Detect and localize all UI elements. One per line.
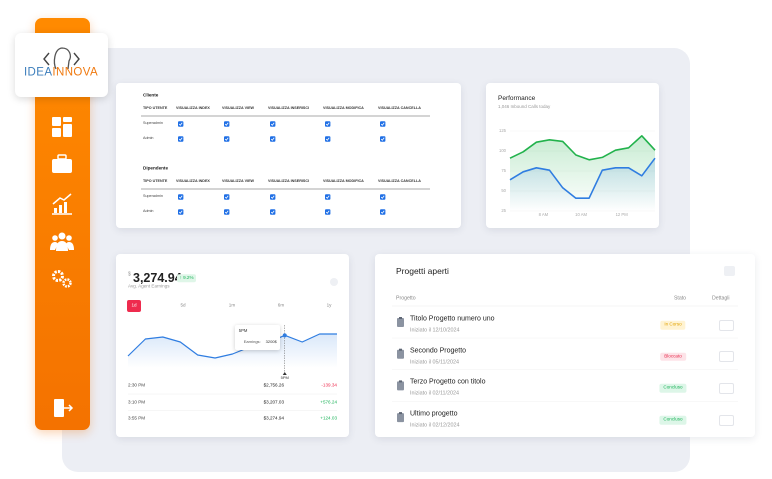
tab[interactable]: 1y bbox=[326, 302, 332, 308]
column-header: Progetto bbox=[396, 295, 416, 302]
column-header: VISUALIZZA INDEX bbox=[176, 106, 210, 111]
row-change: +576.24 bbox=[320, 399, 337, 405]
status-badge: Concluso bbox=[659, 415, 687, 425]
logout-icon[interactable] bbox=[54, 399, 74, 417]
tab[interactable]: 1m bbox=[228, 302, 236, 308]
tooltip-title: 5PM bbox=[238, 327, 248, 333]
details-button[interactable] bbox=[719, 414, 734, 426]
row-amount: $3,207.03 bbox=[263, 399, 284, 405]
x-tick-label: 12 PM bbox=[615, 211, 628, 217]
row-label: Admin bbox=[143, 209, 154, 214]
column-header: VISUALIZZA CANCELLA bbox=[378, 106, 421, 111]
tooltip-value: 3200$ bbox=[265, 339, 277, 344]
tooltip-label: Earnings: bbox=[243, 339, 261, 344]
row-time: 2:30 PM bbox=[128, 382, 146, 388]
row-label: Superadmin bbox=[143, 121, 163, 126]
column-header: VISUALIZZA VIEW bbox=[222, 179, 255, 184]
projects-card bbox=[375, 254, 755, 437]
growth-icon[interactable] bbox=[52, 193, 72, 215]
row-label: Superadmin bbox=[143, 194, 163, 199]
project-date: Iniziato il 02/11/2024 bbox=[410, 390, 460, 397]
project-date: Iniziato il 02/12/2024 bbox=[410, 422, 460, 429]
project-date: Iniziato il 05/11/2024 bbox=[410, 358, 460, 365]
column-header: TIPO UTENTE bbox=[143, 179, 168, 184]
column-header: Dettagli bbox=[712, 295, 730, 302]
column-header: VISUALIZZA MODIFICA bbox=[323, 179, 364, 184]
tab[interactable]: 6m bbox=[277, 302, 285, 308]
change-badge: ↑ 9.2% bbox=[177, 274, 197, 282]
row-amount: $2,756.26 bbox=[263, 382, 284, 388]
team-icon[interactable] bbox=[50, 232, 74, 252]
logo-right: INNOVA bbox=[52, 66, 99, 79]
more-button[interactable] bbox=[330, 278, 338, 286]
permissions-card bbox=[116, 83, 461, 228]
amount: 3,274.94 bbox=[133, 270, 182, 285]
x-tick-label: 10 AM bbox=[575, 211, 587, 217]
row-amount: $3,274.94 bbox=[263, 415, 284, 421]
tab[interactable]: 1d bbox=[131, 302, 137, 308]
status-badge: Bloccato bbox=[660, 352, 686, 361]
row-label: Admin bbox=[143, 136, 154, 141]
row-change: +124.03 bbox=[320, 415, 337, 421]
tab[interactable]: 5d bbox=[180, 302, 186, 308]
status-badge: In Corso bbox=[660, 320, 686, 330]
projects-title: Progetti aperti bbox=[396, 265, 449, 276]
more-button[interactable] bbox=[724, 266, 735, 276]
status-badge: Concluso bbox=[659, 384, 687, 393]
tab-active-bg[interactable] bbox=[127, 300, 141, 312]
performance-subtitle: 1,046 Inbound Calls today bbox=[498, 103, 551, 109]
project-name: Titolo Progetto numero uno bbox=[410, 315, 495, 323]
tooltip bbox=[234, 325, 280, 350]
column-header: VISUALIZZA INSERISCI bbox=[268, 106, 310, 111]
column-header: VISUALIZZA INSERISCI bbox=[268, 179, 310, 184]
details-button[interactable] bbox=[719, 382, 734, 394]
project-name: Terzo Progetto con titolo bbox=[410, 378, 486, 386]
column-header: Stato bbox=[673, 295, 687, 302]
logo-left: IDEA bbox=[23, 66, 53, 79]
y-tick-label: 50 bbox=[501, 187, 506, 193]
briefcase-icon[interactable] bbox=[52, 154, 72, 173]
column-header: VISUALIZZA CANCELLA bbox=[378, 179, 421, 184]
y-tick-label: 25 bbox=[501, 207, 506, 213]
column-header: VISUALIZZA INDEX bbox=[176, 179, 210, 184]
logo-card: IDEAINNOVA bbox=[15, 33, 108, 97]
dashboard-icon[interactable] bbox=[52, 117, 72, 137]
group-title: Dipendente bbox=[143, 165, 169, 171]
column-header: VISUALIZZA MODIFICA bbox=[323, 106, 364, 111]
currency: $ bbox=[128, 271, 131, 278]
group-title: Cliente bbox=[143, 92, 159, 98]
project-date: Iniziato il 12/10/2024 bbox=[410, 327, 460, 334]
subtitle: Avg. Agent Earnings bbox=[128, 283, 170, 289]
y-tick-label: 75 bbox=[501, 167, 506, 173]
row-time: 3:10 PM bbox=[128, 399, 146, 405]
project-name: Ultimo progetto bbox=[410, 410, 458, 418]
logo-icon bbox=[43, 47, 80, 70]
column-header: VISUALIZZA VIEW bbox=[222, 106, 255, 111]
y-tick-label: 100 bbox=[499, 147, 506, 153]
settings-icon[interactable] bbox=[52, 270, 72, 288]
details-button[interactable] bbox=[719, 351, 734, 363]
details-button[interactable] bbox=[719, 319, 734, 331]
project-name: Secondo Progetto bbox=[410, 347, 467, 355]
row-time: 3:55 PM bbox=[128, 415, 146, 421]
marker-label: 5PM bbox=[280, 375, 289, 380]
logo-text: IDEAINNOVA bbox=[24, 67, 98, 79]
row-change: -139.34 bbox=[321, 382, 337, 388]
performance-title: Performance bbox=[498, 94, 536, 102]
y-tick-label: 125 bbox=[499, 127, 506, 133]
column-header: TIPO UTENTE bbox=[143, 106, 168, 111]
x-tick-label: 8 AM bbox=[538, 211, 549, 217]
